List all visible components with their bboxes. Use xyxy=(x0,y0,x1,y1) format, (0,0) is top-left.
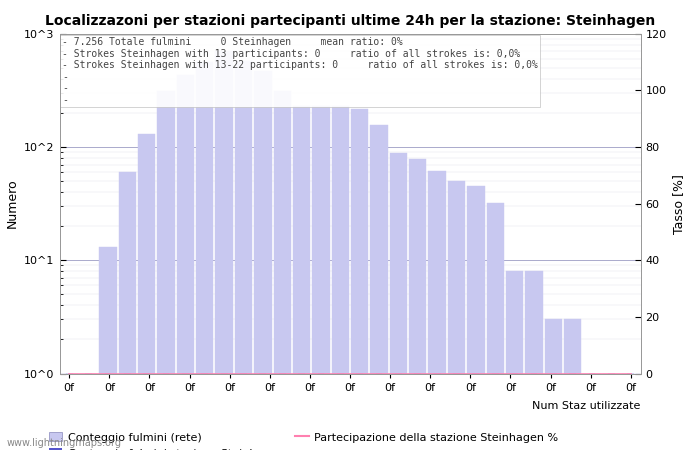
Text: www.lightningmaps.org: www.lightningmaps.org xyxy=(7,438,122,448)
Bar xyxy=(202,374,208,450)
Y-axis label: Numero: Numero xyxy=(6,179,19,229)
Bar xyxy=(531,374,538,450)
Bar xyxy=(118,172,136,450)
Bar xyxy=(196,62,214,450)
Bar xyxy=(293,106,310,450)
Bar xyxy=(511,374,518,450)
Bar xyxy=(434,374,440,450)
Bar xyxy=(298,374,305,450)
Bar xyxy=(409,159,426,450)
Bar xyxy=(525,271,542,450)
Bar xyxy=(240,374,247,450)
Bar xyxy=(395,374,402,450)
Bar xyxy=(85,374,92,450)
Bar xyxy=(492,374,498,450)
Bar xyxy=(182,374,189,450)
Bar xyxy=(467,186,484,450)
Bar xyxy=(220,374,228,450)
Bar xyxy=(312,106,330,450)
Y-axis label: Tasso [%]: Tasso [%] xyxy=(672,174,685,234)
Text: - 7.256 Totale fulmini     0 Steinhagen     mean ratio: 0%
- Strokes Steinhagen : - 7.256 Totale fulmini 0 Steinhagen mean… xyxy=(62,37,538,105)
Bar xyxy=(274,91,291,450)
Bar xyxy=(234,61,252,450)
Bar xyxy=(66,374,73,450)
Bar xyxy=(60,374,78,450)
Bar xyxy=(99,248,117,450)
Bar xyxy=(583,374,601,450)
Bar xyxy=(603,374,620,450)
Bar xyxy=(158,91,175,450)
Bar xyxy=(138,134,155,450)
Bar xyxy=(260,374,266,450)
Bar xyxy=(318,374,324,450)
Bar xyxy=(176,75,194,450)
Bar xyxy=(622,374,640,450)
Text: Num Staz utilizzate: Num Staz utilizzate xyxy=(532,401,640,411)
Bar xyxy=(506,271,524,450)
Bar xyxy=(376,374,382,450)
Bar xyxy=(144,374,150,450)
Bar xyxy=(473,374,480,450)
Bar xyxy=(608,374,615,450)
Bar xyxy=(550,374,556,450)
Bar xyxy=(486,203,504,450)
Bar xyxy=(162,374,169,450)
Bar xyxy=(279,374,286,450)
Bar xyxy=(390,153,407,450)
Bar xyxy=(448,181,466,450)
Bar xyxy=(627,374,634,450)
Bar xyxy=(545,320,562,450)
Bar xyxy=(453,374,460,450)
Bar xyxy=(337,374,344,450)
Legend: Conteggio fulmini (rete), Conteggio fulmini stazione Steinhagen, Partecipazione : Conteggio fulmini (rete), Conteggio fulm… xyxy=(44,428,563,450)
Bar xyxy=(428,171,446,450)
Bar xyxy=(80,374,97,450)
Bar xyxy=(370,126,388,450)
Bar xyxy=(569,374,576,450)
Bar xyxy=(356,374,363,450)
Bar xyxy=(254,71,272,450)
Bar xyxy=(589,374,596,450)
Bar xyxy=(414,374,421,450)
Bar xyxy=(104,374,111,450)
Title: Localizzazoni per stazioni partecipanti ultime 24h per la stazione: Steinhagen: Localizzazoni per stazioni partecipanti … xyxy=(45,14,655,28)
Bar xyxy=(216,51,233,450)
Bar xyxy=(351,109,368,450)
Bar xyxy=(564,320,582,450)
Bar xyxy=(124,374,131,450)
Bar xyxy=(332,106,349,450)
